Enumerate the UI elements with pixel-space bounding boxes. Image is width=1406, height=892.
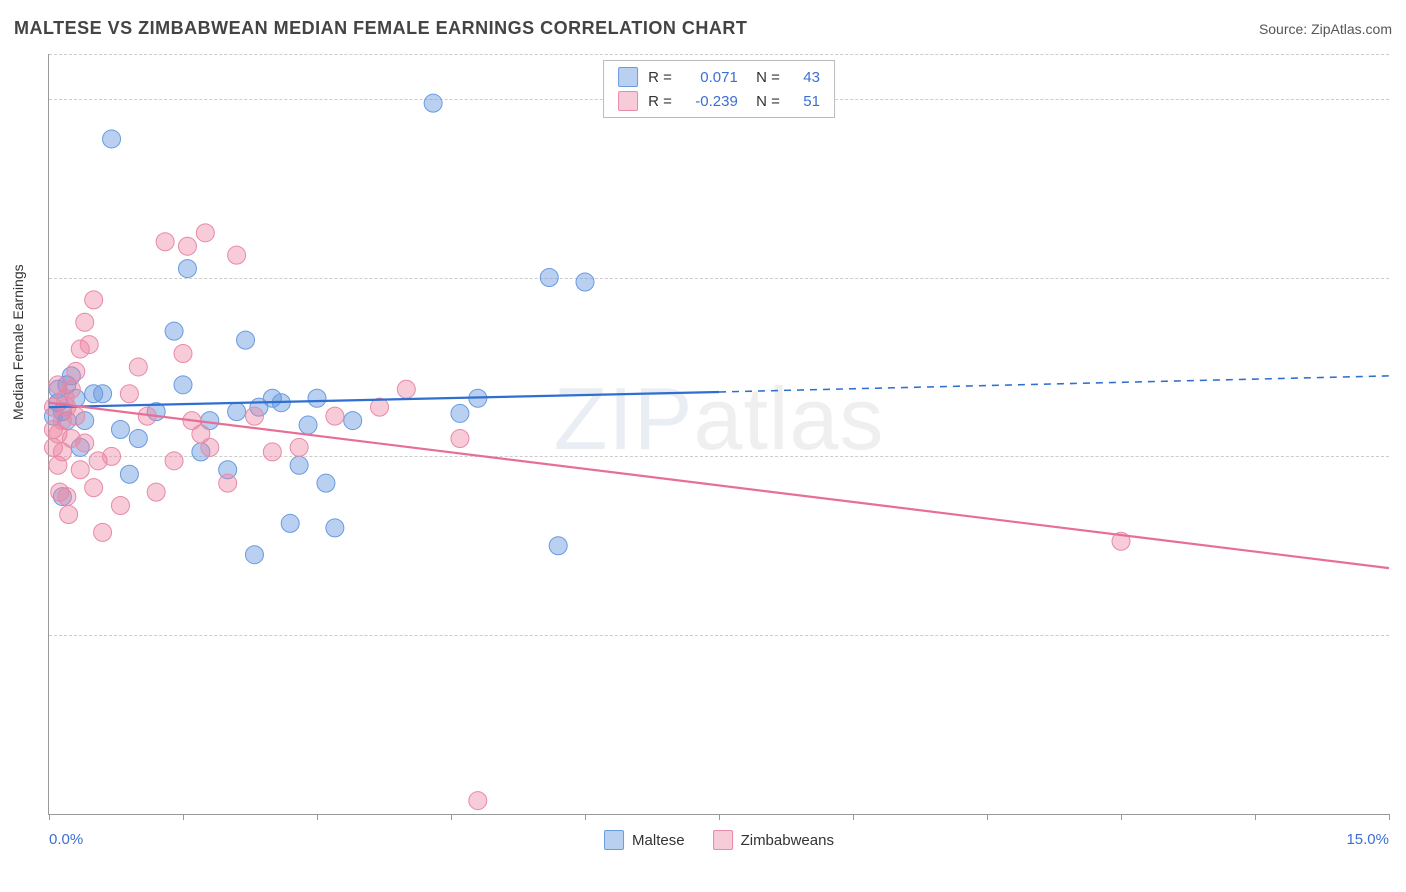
- y-tick-label: $80,000: [1399, 90, 1406, 107]
- data-point: [67, 362, 85, 380]
- x-tick: [1389, 814, 1390, 820]
- data-point: [129, 358, 147, 376]
- data-point: [67, 407, 85, 425]
- regression-line-extrapolated: [719, 376, 1389, 392]
- legend-label-maltese: Maltese: [632, 832, 685, 849]
- data-point: [178, 260, 196, 278]
- data-point: [58, 488, 76, 506]
- data-point: [451, 404, 469, 422]
- chart-area: ZIPatlas R = 0.071 N = 43 R = -0.239 N =…: [48, 54, 1389, 815]
- y-axis-label: Median Female Earnings: [10, 264, 26, 420]
- x-tick: [49, 814, 50, 820]
- legend-n-value-maltese: 43: [790, 69, 820, 86]
- data-point: [111, 421, 129, 439]
- swatch-maltese-icon: [618, 67, 638, 87]
- data-point: [576, 273, 594, 291]
- legend-item-zimbabweans: Zimbabweans: [713, 830, 834, 850]
- data-point: [344, 412, 362, 430]
- chart-source: Source: ZipAtlas.com: [1259, 21, 1392, 37]
- data-point: [178, 237, 196, 255]
- legend-r-label: R =: [648, 69, 672, 86]
- data-point: [165, 452, 183, 470]
- data-point: [103, 447, 121, 465]
- data-point: [290, 438, 308, 456]
- data-point: [120, 385, 138, 403]
- x-tick: [719, 814, 720, 820]
- data-point: [245, 407, 263, 425]
- x-tick: [1121, 814, 1122, 820]
- x-tick: [585, 814, 586, 820]
- y-tick-label: $40,000: [1399, 448, 1406, 465]
- data-point: [308, 389, 326, 407]
- x-axis-max-label: 15.0%: [1346, 831, 1389, 848]
- legend-r-value-zimbabweans: -0.239: [682, 93, 738, 110]
- data-point: [549, 537, 567, 555]
- data-point: [111, 497, 129, 515]
- data-point: [326, 407, 344, 425]
- legend-item-maltese: Maltese: [604, 830, 685, 850]
- data-point: [165, 322, 183, 340]
- series-legend: Maltese Zimbabweans: [604, 830, 834, 850]
- legend-n-label: N =: [748, 69, 780, 86]
- data-point: [94, 523, 112, 541]
- data-point: [103, 130, 121, 148]
- data-point: [326, 519, 344, 537]
- x-tick: [317, 814, 318, 820]
- data-point: [540, 269, 558, 287]
- x-tick: [183, 814, 184, 820]
- data-point: [317, 474, 335, 492]
- chart-title: MALTESE VS ZIMBABWEAN MEDIAN FEMALE EARN…: [14, 18, 747, 39]
- data-point: [201, 438, 219, 456]
- data-point: [60, 505, 78, 523]
- data-point: [228, 403, 246, 421]
- legend-n-value-zimbabweans: 51: [790, 93, 820, 110]
- data-point: [76, 434, 94, 452]
- data-point: [469, 792, 487, 810]
- x-tick: [987, 814, 988, 820]
- data-point: [174, 345, 192, 363]
- data-point: [174, 376, 192, 394]
- data-point: [85, 291, 103, 309]
- swatch-maltese-icon: [604, 830, 624, 850]
- x-tick: [853, 814, 854, 820]
- x-tick: [451, 814, 452, 820]
- data-point: [451, 429, 469, 447]
- y-tick-label: $20,000: [1399, 627, 1406, 644]
- x-axis-min-label: 0.0%: [49, 831, 83, 848]
- data-point: [76, 313, 94, 331]
- legend-label-zimbabweans: Zimbabweans: [741, 832, 834, 849]
- regression-line: [49, 403, 1389, 568]
- data-point: [85, 479, 103, 497]
- data-point: [94, 385, 112, 403]
- data-point: [237, 331, 255, 349]
- data-point: [71, 461, 89, 479]
- legend-n-label: N =: [748, 93, 780, 110]
- data-point: [228, 246, 246, 264]
- swatch-zimbabweans-icon: [618, 91, 638, 111]
- data-point: [263, 443, 281, 461]
- legend-r-label: R =: [648, 93, 672, 110]
- data-point: [196, 224, 214, 242]
- legend-row-maltese: R = 0.071 N = 43: [618, 65, 820, 89]
- data-point: [424, 94, 442, 112]
- data-point: [129, 429, 147, 447]
- data-point: [281, 514, 299, 532]
- data-point: [156, 233, 174, 251]
- data-point: [245, 546, 263, 564]
- data-point: [219, 474, 237, 492]
- y-tick-label: $60,000: [1399, 269, 1406, 286]
- legend-r-value-maltese: 0.071: [682, 69, 738, 86]
- legend-row-zimbabweans: R = -0.239 N = 51: [618, 89, 820, 113]
- data-point: [147, 483, 165, 501]
- plot-svg: [49, 54, 1389, 814]
- data-point: [397, 380, 415, 398]
- swatch-zimbabweans-icon: [713, 830, 733, 850]
- data-point: [120, 465, 138, 483]
- data-point: [299, 416, 317, 434]
- data-point: [290, 456, 308, 474]
- regression-legend: R = 0.071 N = 43 R = -0.239 N = 51: [603, 60, 835, 118]
- x-tick: [1255, 814, 1256, 820]
- data-point: [80, 336, 98, 354]
- data-point: [62, 380, 80, 398]
